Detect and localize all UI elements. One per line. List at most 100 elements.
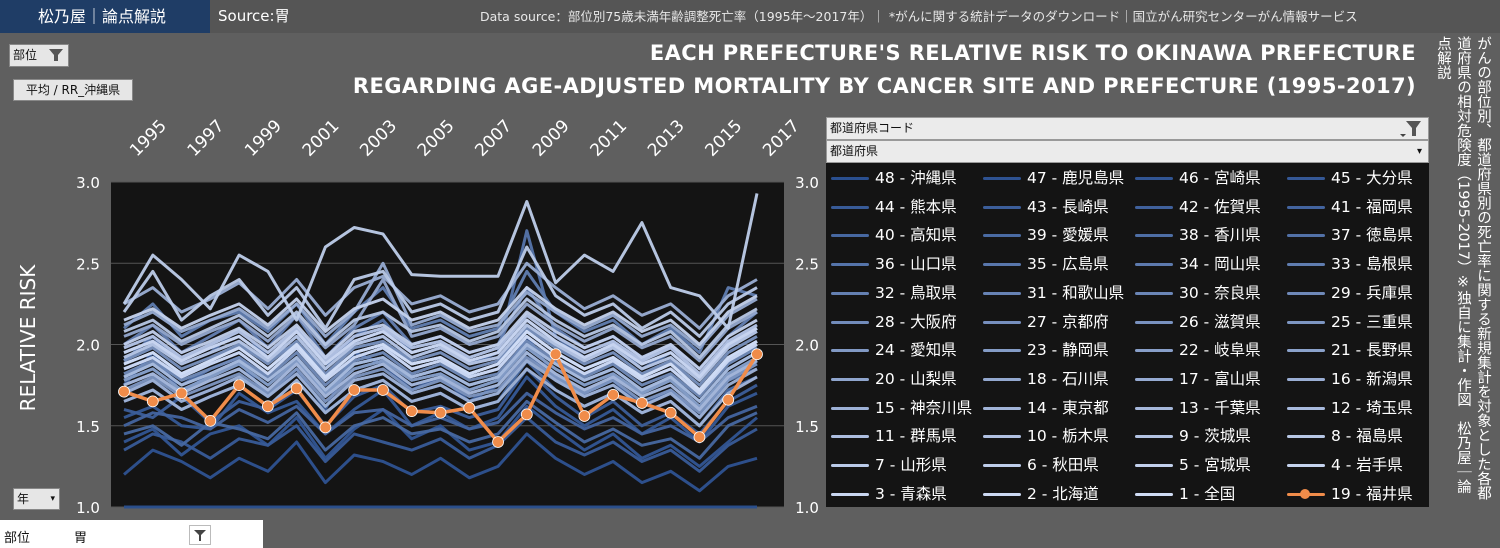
- highlight-point: [146, 395, 159, 408]
- x-tick-label: 2007: [471, 116, 516, 161]
- legend-label: 11 - 群馬県: [875, 427, 957, 446]
- x-tick-label: 1995: [126, 116, 171, 161]
- x-tick-label: 2005: [414, 116, 459, 161]
- y-tick-label-right: 2.0: [795, 337, 819, 355]
- legend-swatch: [1287, 234, 1325, 238]
- highlight-point: [578, 410, 591, 422]
- legend-swatch: [831, 377, 869, 381]
- legend-label: 47 - 鹿児島県: [1027, 169, 1125, 187]
- legend-swatch: [831, 349, 869, 353]
- series-line: [123, 313, 758, 376]
- legend-swatch: [983, 205, 1021, 209]
- legend-swatch: [983, 234, 1021, 238]
- series-line: [123, 346, 758, 408]
- legend-label: 9 - 茨城県: [1179, 427, 1251, 446]
- legend-swatch: [983, 291, 1021, 295]
- x-tick-label: 1997: [184, 116, 229, 161]
- legend-swatch: [983, 377, 1021, 381]
- y-tick-label-left: 2.0: [76, 337, 100, 355]
- filter-icon: [194, 530, 206, 541]
- series-line: [123, 286, 758, 346]
- legend-label: 39 - 愛媛県: [1027, 226, 1109, 245]
- legend-swatch: [831, 177, 869, 180]
- legend-swatch: [983, 349, 1021, 353]
- y-tick-label-left: 1.5: [76, 418, 100, 436]
- legend-swatch: [1135, 205, 1173, 209]
- dropdown-icon: ▾: [1416, 146, 1422, 157]
- legend-label: 26 - 滋賀県: [1179, 312, 1261, 331]
- legend-swatch: [831, 464, 869, 467]
- legend-swatch: [1135, 349, 1173, 353]
- highlight-point: [405, 405, 418, 418]
- highlight-point: [175, 387, 188, 400]
- legend-swatch: [983, 177, 1021, 180]
- highlight-point: [348, 384, 361, 396]
- series-line: [123, 297, 758, 359]
- filter-icon: [49, 49, 63, 61]
- bottom-filter-button[interactable]: [189, 525, 211, 545]
- legend-swatch: [1135, 263, 1173, 267]
- legend-label: 33 - 島根県: [1331, 255, 1413, 274]
- legend-swatch: [1135, 464, 1173, 467]
- y-tick-label-left: 1.0: [76, 499, 100, 517]
- legend-swatch: [1135, 492, 1173, 496]
- legend-swatch: [983, 492, 1021, 496]
- highlight-point: [290, 382, 303, 395]
- filter-icon: [1400, 121, 1421, 137]
- legend-label: 15 - 神奈川県: [875, 398, 973, 417]
- series-line: [123, 334, 758, 395]
- legend-swatch: [1135, 406, 1173, 410]
- legend-swatch: [831, 435, 869, 439]
- legend-label: 19 - 福井県: [1331, 484, 1413, 503]
- legend-label: 29 - 兵庫県: [1331, 283, 1413, 302]
- legend-swatch: [1135, 320, 1173, 324]
- legend-panel: 都道府県コード 都道府県 ▾ 48 - 沖縄県 47 - 鹿児島県 46 - 宮崎県…: [826, 117, 1429, 507]
- y-tick-label-right: 1.0: [795, 499, 819, 517]
- year-field-button[interactable]: 年 ▾: [13, 488, 60, 510]
- legend-swatch: [983, 263, 1021, 267]
- legend-label: 41 - 福岡県: [1331, 197, 1413, 216]
- legend-swatch: [983, 464, 1021, 467]
- x-tick-label: 2011: [586, 116, 631, 161]
- legend-label: 4 - 岩手県: [1331, 456, 1403, 474]
- highlight-point: [319, 421, 332, 434]
- legend-label: 27 - 京都府: [1027, 312, 1109, 331]
- legend-label: 10 - 栃木県: [1027, 427, 1109, 446]
- legend-prefecture-header[interactable]: 都道府県 ▾: [826, 140, 1429, 163]
- x-tick-label: 2015: [702, 116, 747, 161]
- legend-label: 17 - 富山県: [1179, 369, 1261, 388]
- legend-swatch: [831, 320, 869, 324]
- legend-label: 16 - 新潟県: [1331, 369, 1413, 388]
- highlight-point: [607, 388, 620, 401]
- average-rr-button[interactable]: 平均 / RR_沖縄県: [13, 79, 133, 101]
- y-axis-label: RELATIVE RISK: [16, 264, 40, 412]
- y-tick-label-left: 2.5: [76, 255, 100, 273]
- series-line: [123, 318, 758, 379]
- legend-label: 37 - 徳島県: [1331, 226, 1413, 245]
- series-line: [122, 245, 758, 338]
- legend-swatch: [1287, 435, 1325, 439]
- legend-label: 28 - 大阪府: [875, 312, 957, 331]
- series-line: [123, 351, 758, 411]
- legend-prefcode-header[interactable]: 都道府県コード: [826, 117, 1429, 140]
- highlight-point: [492, 436, 504, 448]
- series-line: [123, 326, 758, 387]
- legend-label: 31 - 和歌山県: [1027, 283, 1125, 302]
- legend-swatch: [1135, 435, 1173, 439]
- series-line: [123, 339, 758, 398]
- legend-label: 34 - 岡山県: [1179, 255, 1261, 274]
- legend-swatch: [1287, 349, 1325, 353]
- bottom-site-value: 胃: [74, 531, 88, 546]
- legend-swatch: [1287, 263, 1325, 267]
- series-line: [123, 416, 758, 473]
- legend-swatch: [1287, 177, 1325, 180]
- series-line: [123, 432, 758, 493]
- legend-label: 43 - 長崎県: [1027, 197, 1109, 216]
- x-tick-label: 2009: [529, 116, 574, 161]
- legend-label: 5 - 宮城県: [1179, 456, 1251, 474]
- highlight-point: [204, 414, 217, 427]
- side-caption: がんの部位別、都道府県別の死亡率に関する新規集計を対象とした各都道府県の相対危険…: [1435, 36, 1491, 500]
- y-tick-label-left: 3.0: [76, 174, 100, 192]
- legend-swatch: [1287, 377, 1325, 381]
- site-filter-button[interactable]: 部位: [9, 44, 69, 67]
